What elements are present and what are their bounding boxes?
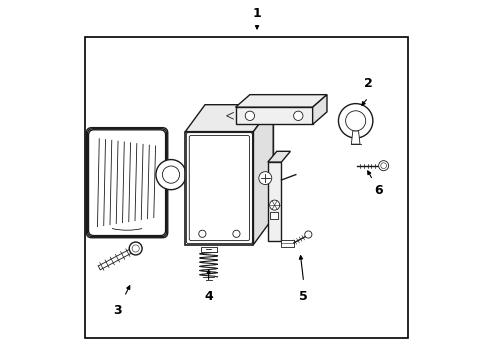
Circle shape: [380, 163, 386, 168]
Circle shape: [304, 231, 311, 238]
FancyBboxPatch shape: [88, 130, 165, 235]
Circle shape: [132, 245, 139, 252]
Circle shape: [198, 230, 205, 237]
Bar: [235, 107, 312, 125]
Text: 6: 6: [374, 184, 383, 197]
Text: 4: 4: [204, 290, 213, 303]
Circle shape: [345, 111, 365, 131]
Text: 2: 2: [363, 77, 372, 90]
Circle shape: [162, 166, 179, 183]
Circle shape: [293, 111, 303, 121]
Circle shape: [338, 104, 372, 138]
Polygon shape: [267, 151, 290, 162]
Polygon shape: [235, 95, 326, 107]
Circle shape: [378, 161, 388, 171]
Bar: [267, 162, 281, 241]
Circle shape: [244, 111, 254, 121]
FancyBboxPatch shape: [87, 129, 166, 237]
Bar: [201, 247, 216, 252]
Bar: [185, 132, 253, 244]
Text: 5: 5: [299, 290, 307, 303]
FancyBboxPatch shape: [86, 128, 167, 238]
Polygon shape: [185, 105, 273, 132]
Bar: [269, 212, 278, 220]
Circle shape: [258, 172, 271, 185]
Text: 1: 1: [252, 7, 261, 20]
Polygon shape: [253, 105, 273, 244]
Bar: [85, 37, 407, 338]
Bar: [204, 105, 273, 218]
Polygon shape: [351, 131, 359, 144]
Polygon shape: [312, 95, 326, 125]
Circle shape: [269, 200, 279, 210]
Bar: [281, 239, 293, 247]
Circle shape: [156, 159, 185, 190]
Circle shape: [232, 230, 240, 237]
Circle shape: [129, 242, 142, 255]
Text: 3: 3: [113, 305, 121, 318]
